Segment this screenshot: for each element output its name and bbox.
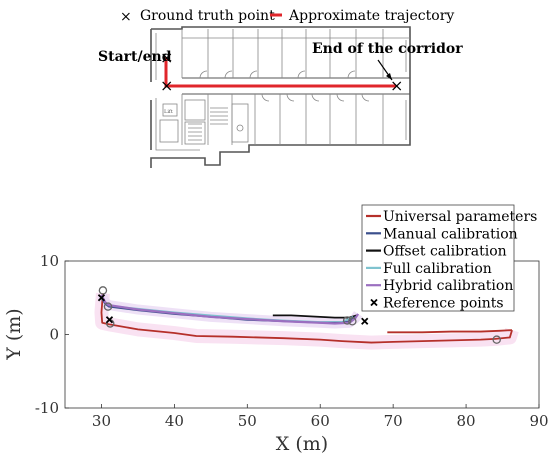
markers-layer	[97, 286, 501, 344]
circle-marker	[348, 317, 357, 326]
floorplan-legend: × Ground truth point Approximate traject…	[120, 8, 454, 25]
circle-marker	[492, 335, 501, 344]
x-tick-label: 80	[457, 412, 476, 430]
x-tick-label: 70	[384, 412, 403, 430]
legend-label-full-calibration: Full calibration	[383, 261, 492, 277]
legend-symbol-reference-points	[370, 298, 378, 307]
series-line-universal-parameters-segment	[387, 329, 513, 334]
x-axis-ticks: 30 40 50 60 70 80 90	[92, 404, 549, 430]
floorplan-trajectory	[164, 57, 396, 88]
x-tick-label: 60	[311, 412, 330, 430]
legend-label-hybrid-calibration: Hybrid calibration	[383, 278, 513, 294]
legend-label-reference-points: Reference points	[383, 296, 504, 312]
y-axis-label: Y (m)	[3, 308, 25, 360]
ground-truth-point-end: ×	[390, 76, 403, 95]
series-layer	[100, 293, 513, 344]
start-end-label: Start/end	[98, 49, 172, 65]
x-tick-label: 90	[529, 412, 548, 430]
y-tick-label: 10	[40, 252, 59, 270]
legend-label-manual-calibration: Manual calibration	[383, 226, 518, 242]
ground-truth-point-start-top: ×	[160, 48, 173, 67]
legend-label-offset-calibration: Offset calibration	[383, 244, 507, 260]
x-tick-label: 30	[92, 412, 111, 430]
y-tick-label: 0	[49, 326, 59, 344]
lift-label: Lift	[164, 109, 173, 115]
legend-label-universal-parameters: Universal parameters	[383, 209, 537, 225]
reference-point	[105, 316, 114, 324]
x-axis-label: X (m)	[276, 433, 328, 455]
circle-marker	[342, 316, 352, 325]
y-axis-ticks: -10 0 10	[35, 252, 69, 417]
ground-truth-symbol: ×	[120, 9, 132, 25]
x-tick-label: 50	[238, 412, 257, 430]
x-tick-label: 40	[165, 412, 184, 430]
reference-point	[97, 294, 106, 302]
series-line-universal-parameters	[100, 293, 513, 344]
ground-truth-point-start-bottom: ×	[160, 76, 173, 95]
ground-truth-legend-label: Ground truth point	[140, 8, 275, 24]
circle-marker	[103, 302, 113, 311]
trajectory-legend-label: Approximate trajectory	[288, 8, 454, 24]
legend-box	[361, 204, 515, 312]
floorplan: Lift × × × Start/end End of the corridor	[98, 26, 463, 168]
end-of-corridor-label: End of the corridor	[312, 41, 463, 57]
trajectory-chart: 30 40 50 60 70 80 90 -10 0 10 X (m) Y (m) Univer…	[3, 204, 549, 455]
y-tick-label: -10	[35, 399, 59, 417]
building-outline	[150, 26, 411, 168]
circle-marker	[98, 286, 108, 295]
reference-point	[361, 317, 369, 325]
